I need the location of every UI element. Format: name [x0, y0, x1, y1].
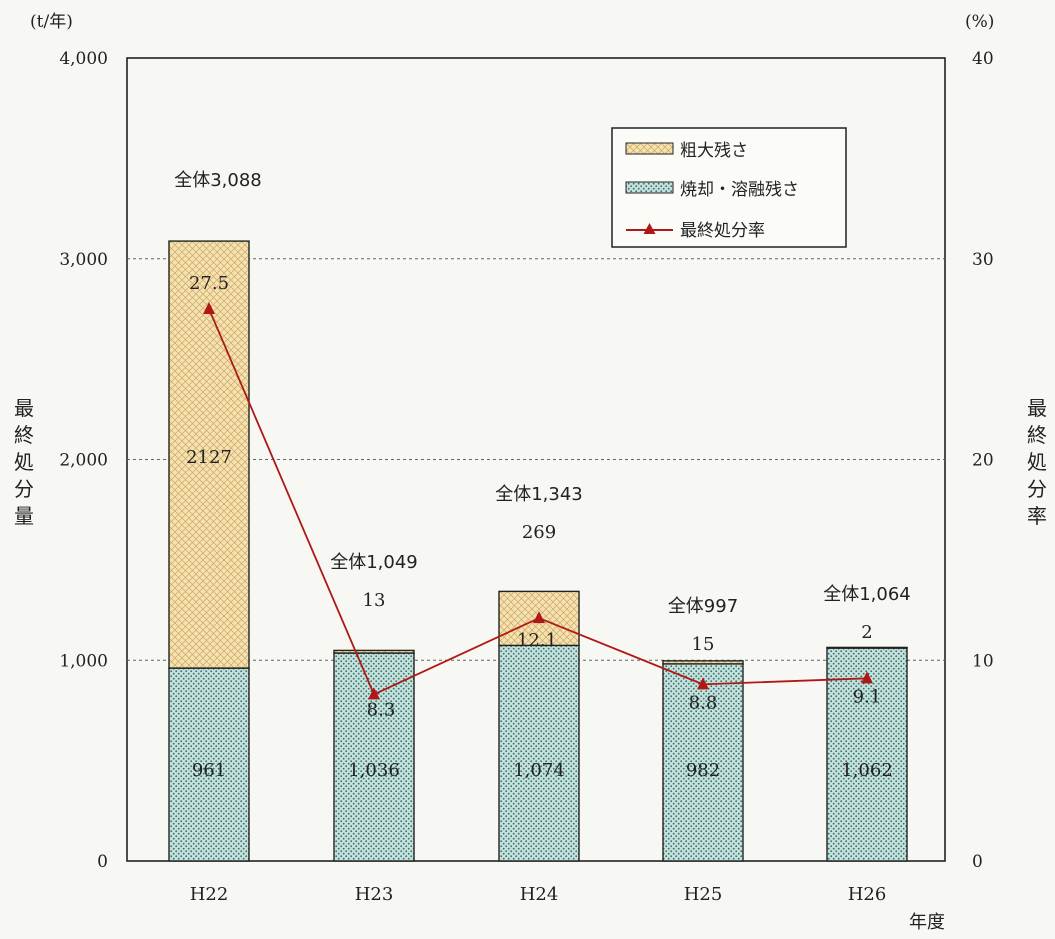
bar-value-label-coarse: 2127 — [186, 447, 232, 468]
bar-segment-residue — [826, 647, 908, 862]
legend-swatch-coarse — [625, 142, 674, 155]
rate-value-label: 8.8 — [689, 692, 718, 713]
bar-total-label: 全体3,088 — [174, 170, 262, 191]
rate-line — [203, 301, 873, 700]
rate-point — [203, 301, 215, 314]
y-right-tick-label: 40 — [972, 49, 994, 69]
bar-total-label: 全体997 — [668, 596, 738, 617]
y-left-ticks: 0 1,000 2,000 3,000 4,000 — [59, 49, 108, 872]
bar-value-label-residue: 1,062 — [841, 760, 893, 781]
bar-segment-coarse — [333, 649, 415, 654]
y-left-axis-title-char: 量 — [14, 504, 34, 528]
bar-value-label-residue: 961 — [192, 760, 226, 781]
legend-swatch-residue — [625, 181, 674, 194]
bar-segment-residue — [498, 644, 580, 862]
y-right-axis-title: 最終処分率 — [1027, 396, 1047, 528]
bar-value-label-coarse: 2 — [861, 622, 872, 643]
rate-value-label: 27.5 — [189, 273, 229, 294]
y-left-axis-title-char: 処 — [14, 450, 34, 474]
y-left-unit: (t/年) — [30, 12, 73, 32]
bar-value-label-coarse: 269 — [522, 522, 556, 543]
legend-label-residue: 焼却・溶融残さ — [680, 180, 799, 200]
y-left-tick-label: 3,000 — [59, 250, 108, 270]
y-left-tick-label: 0 — [97, 852, 108, 872]
y-right-axis-title-char: 処 — [1027, 450, 1047, 474]
x-tick-label: H25 — [684, 884, 723, 905]
y-left-axis-title-char: 分 — [14, 477, 34, 501]
bar-total-label: 全体1,049 — [330, 552, 418, 573]
y-left-axis-title-char: 最 — [14, 396, 34, 420]
rate-point — [368, 687, 380, 700]
legend: 粗大残さ 焼却・溶融残さ 最終処分率 — [611, 127, 847, 248]
y-right-tick-label: 20 — [972, 451, 994, 471]
x-ticks: H22 H23 H24 H25 H26 — [190, 884, 887, 905]
bar-segment-residue — [662, 663, 744, 862]
y-right-axis-title-char: 率 — [1027, 504, 1047, 528]
rate-value-label: 12.1 — [517, 630, 557, 651]
bar-segment-coarse — [826, 646, 908, 649]
rate-point — [697, 677, 709, 690]
x-axis-label: 年度 — [909, 912, 945, 933]
bar-value-label-residue: 1,074 — [513, 760, 565, 781]
bar-value-label-coarse: 15 — [692, 634, 715, 655]
y-left-tick-label: 1,000 — [59, 651, 108, 671]
bar-segment-residue — [168, 667, 250, 862]
bar-segment-residue — [333, 652, 415, 862]
rate-point — [533, 611, 545, 624]
x-tick-label: H24 — [520, 884, 559, 905]
rate-value-label: 8.3 — [367, 699, 396, 720]
legend-label-rate: 最終処分率 — [680, 221, 765, 241]
bar-value-label-coarse: 13 — [363, 590, 386, 611]
bar-segment-coarse — [662, 660, 744, 665]
bar-value-label-residue: 1,036 — [348, 760, 400, 781]
y-left-tick-label: 2,000 — [59, 451, 108, 471]
y-right-tick-label: 30 — [972, 250, 994, 270]
bar-value-label-residue: 982 — [686, 760, 720, 781]
data-labels: 全体3,088 2127 961 全体1,049 13 1,036 全体1,343 269 1,… — [174, 170, 911, 781]
y-right-axis-title-char: 終 — [1027, 423, 1047, 447]
y-right-unit: (%) — [965, 12, 994, 32]
x-tick-label: H23 — [355, 884, 394, 905]
y-right-tick-label: 0 — [972, 852, 983, 872]
y-right-ticks: 0 10 20 30 40 — [972, 49, 994, 872]
y-right-axis-title-char: 分 — [1027, 477, 1047, 501]
rate-value-label: 9.1 — [853, 686, 882, 707]
legend-marker-rate — [643, 223, 656, 234]
x-tick-label: H26 — [848, 884, 887, 905]
y-left-axis-title-char: 終 — [14, 423, 34, 447]
bar-total-label: 全体1,064 — [823, 584, 911, 605]
x-tick-label: H22 — [190, 884, 229, 905]
y-left-tick-label: 4,000 — [59, 49, 108, 69]
rate-point — [861, 671, 873, 684]
legend-label-coarse: 粗大残さ — [680, 141, 748, 161]
y-right-tick-label: 10 — [972, 651, 994, 671]
y-right-axis-title-char: 最 — [1027, 396, 1047, 420]
bar-total-label: 全体1,343 — [495, 484, 583, 505]
